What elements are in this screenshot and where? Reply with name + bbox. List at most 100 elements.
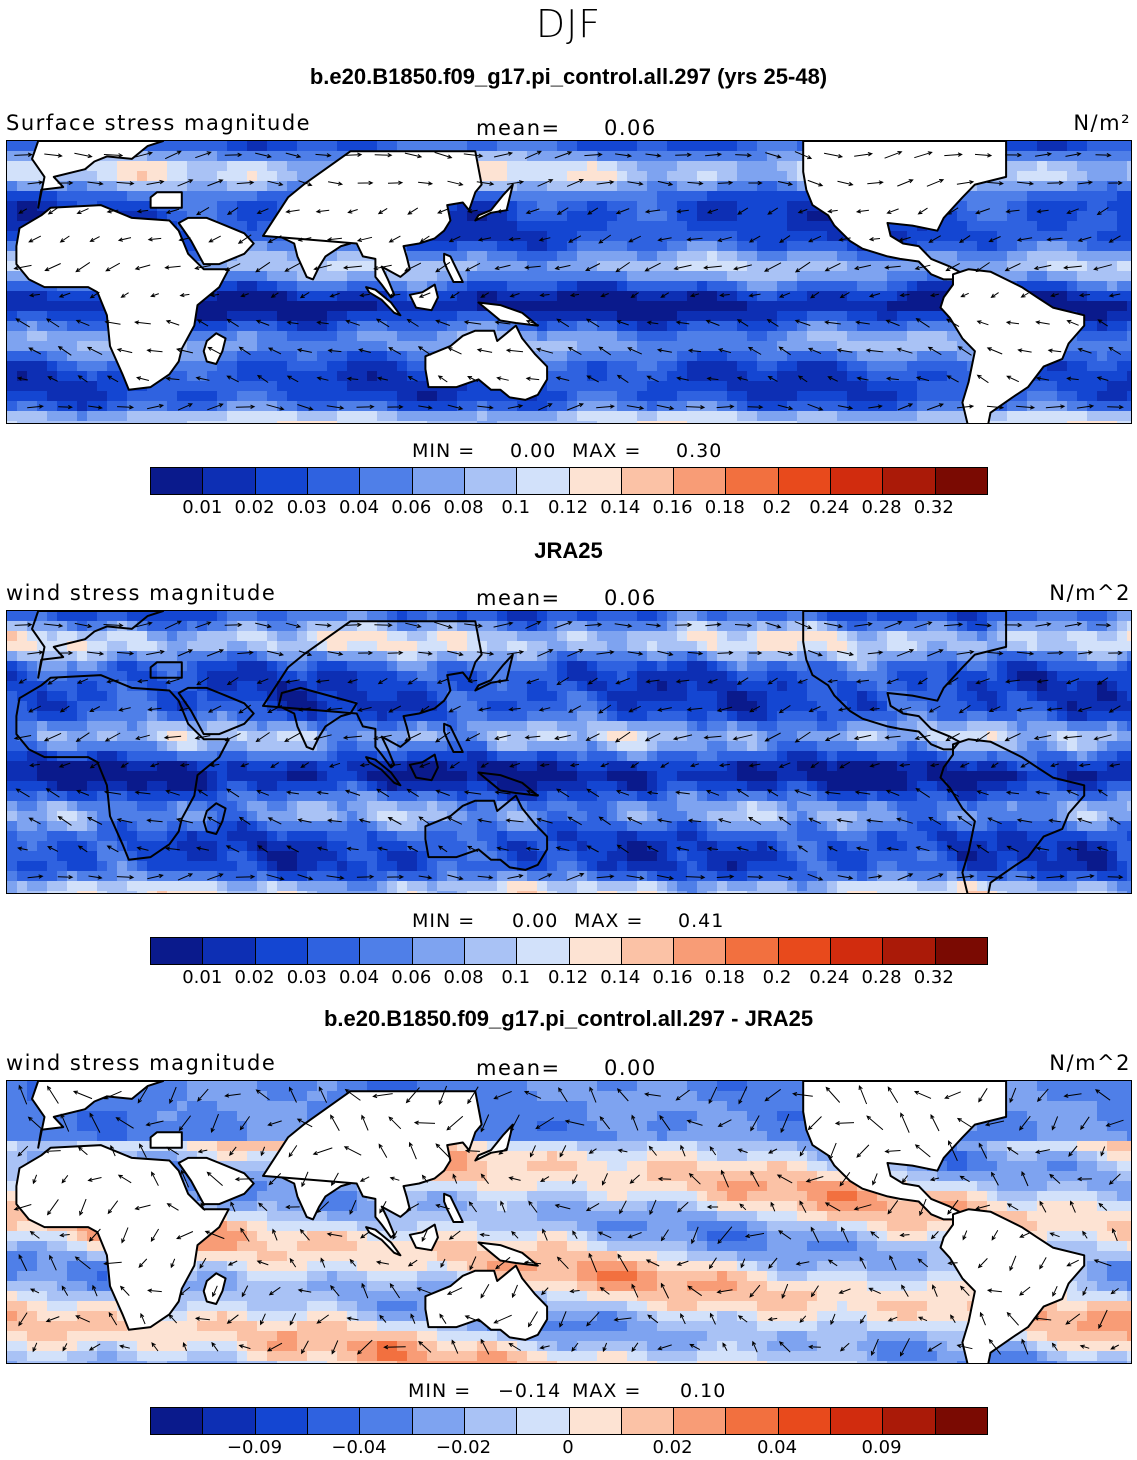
colorbar-tick-label: 0.03 [286, 497, 327, 518]
colorbar-tick-label: 0.28 [861, 497, 902, 518]
colorbar-swatch [778, 1408, 832, 1434]
colorbar-tick-label: 0.28 [861, 967, 902, 988]
colorbar-swatch [255, 468, 308, 494]
colorbar-swatch [307, 1408, 361, 1434]
colorbar-tick-label: 0.14 [600, 497, 641, 518]
panel-1-mean-value: 0.06 [604, 116, 657, 140]
colorbar-swatch [464, 938, 518, 964]
panel-1-colorbar-ticks: 0.01 0.02 0.03 0.04 0.06 0.08 0.1 0.12 0.14 0.16 0… [150, 497, 986, 519]
colorbar-tick-label: 0 [562, 1437, 574, 1458]
panel-3-max-value: 0.10 [680, 1380, 727, 1402]
panel-1-units: N/m² [1073, 111, 1131, 135]
panel-3-map-svg [7, 1081, 1131, 1363]
panel-2-title: JRA25 [534, 538, 603, 563]
colorbar-tick-label: 0.02 [652, 1437, 693, 1458]
panel-2-colorbar-ticks: 0.01 0.02 0.03 0.04 0.06 0.08 0.1 0.12 0.14 0.16 0… [150, 967, 986, 989]
colorbar-swatch [203, 468, 256, 494]
panel-2-units: N/m^2 [1049, 581, 1131, 605]
panel-1-max-label: MAX = [572, 440, 642, 462]
colorbar-swatch [569, 938, 622, 964]
colorbar-swatch [307, 938, 361, 964]
colorbar-swatch [151, 1408, 204, 1434]
wind-vectors [13, 620, 1124, 881]
wind-vectors [13, 1084, 1124, 1357]
colorbar-swatch [464, 468, 518, 494]
colorbar-tick-label: 0.18 [704, 967, 745, 988]
panel-1-min-label: MIN = [412, 440, 476, 462]
panel-2-variable-label: wind stress magnitude [6, 581, 277, 605]
panel-1-max-value: 0.30 [676, 440, 723, 462]
panel-3-units: N/m^2 [1049, 1051, 1131, 1075]
colorbar-tick-label: 0.03 [286, 967, 327, 988]
colorbar-swatch [255, 938, 308, 964]
panel-2-min-label: MIN = [412, 910, 476, 932]
colorbar-swatch [151, 468, 204, 494]
colorbar-tick-label: −0.02 [435, 1437, 492, 1458]
colorbar-swatch [778, 938, 832, 964]
colorbar-tick-label: 0.24 [809, 497, 850, 518]
panel-3-map [6, 1080, 1132, 1364]
colorbar-tick-label: 0.16 [652, 497, 693, 518]
colorbar-tick-label: 0.02 [234, 497, 275, 518]
panel-3-title: b.e20.B1850.f09_g17.pi_control.all.297 -… [323, 1006, 814, 1031]
colorbar-tick-label: 0.32 [913, 967, 954, 988]
colorbar-swatch [831, 468, 884, 494]
colorbar-swatch [726, 1408, 779, 1434]
colorbar-swatch [883, 1408, 936, 1434]
panel-1-map [6, 140, 1132, 424]
colorbar-tick-label: 0.04 [338, 497, 380, 518]
colorbar-swatch [935, 468, 987, 494]
colorbar-tick-label: 0.04 [756, 1437, 798, 1458]
colorbar-tick-label: 0.12 [547, 497, 589, 518]
colorbar-swatch [360, 468, 413, 494]
panel-3-colorbar [150, 1407, 988, 1435]
colorbar-swatch [621, 1408, 675, 1434]
colorbar-swatch [831, 938, 884, 964]
colorbar-tick-label: 0.1 [501, 497, 531, 518]
colorbar-tick-label: 0.16 [652, 967, 693, 988]
colorbar-tick-label: 0.12 [547, 967, 589, 988]
panel-3-max-label: MAX = [572, 1380, 642, 1402]
panel-1-colorbar [150, 467, 988, 495]
colorbar-swatch [517, 938, 570, 964]
panel-2-max-value: 0.41 [678, 910, 725, 932]
panel-3-mean-label: mean= [476, 1056, 561, 1080]
panel-2-colorbar [150, 937, 988, 965]
colorbar-tick-label: 0.08 [443, 967, 484, 988]
colorbar-tick-label: 0.08 [443, 497, 484, 518]
colorbar-swatch [831, 1408, 884, 1434]
colorbar-tick-label: 0.01 [182, 497, 223, 518]
colorbar-swatch [726, 938, 779, 964]
land-outlines [15, 1081, 1086, 1363]
colorbar-tick-label: 0.2 [762, 967, 792, 988]
colorbar-tick-label: 0.1 [501, 967, 531, 988]
colorbar-swatch [360, 938, 413, 964]
panel-1-map-svg [7, 141, 1131, 423]
colorbar-swatch [151, 938, 204, 964]
colorbar-swatch [464, 1408, 518, 1434]
colorbar-tick-label: 0.18 [704, 497, 745, 518]
colorbar-swatch [569, 468, 622, 494]
colorbar-swatch [621, 468, 675, 494]
colorbar-swatch [674, 938, 727, 964]
panel-1-min-value: 0.00 [510, 440, 557, 462]
colorbar-swatch [883, 938, 936, 964]
panel-3-min-value: −0.14 [498, 1380, 562, 1402]
colorbar-swatch [412, 1408, 465, 1434]
colorbar-swatch [935, 938, 987, 964]
wind-vectors [13, 150, 1124, 411]
panel-1-variable-label: Surface stress magnitude [6, 111, 312, 135]
colorbar-tick-label: 0.04 [338, 967, 380, 988]
colorbar-swatch [674, 1408, 727, 1434]
panel-2-min-value: 0.00 [512, 910, 559, 932]
colorbar-tick-label: 0.01 [182, 967, 223, 988]
panel-3-variable-label: wind stress magnitude [6, 1051, 277, 1075]
colorbar-swatch [255, 1408, 308, 1434]
colorbar-swatch [778, 468, 832, 494]
panel-3-min-label: MIN = [408, 1380, 472, 1402]
colorbar-tick-label: 0.32 [913, 497, 954, 518]
colorbar-swatch [307, 468, 361, 494]
panel-3-colorbar-ticks: −0.09 −0.04 −0.02 0 0.02 0.04 0.09 [150, 1437, 986, 1459]
panel-2-mean-value: 0.06 [604, 586, 657, 610]
colorbar-tick-label: 0.09 [861, 1437, 902, 1458]
